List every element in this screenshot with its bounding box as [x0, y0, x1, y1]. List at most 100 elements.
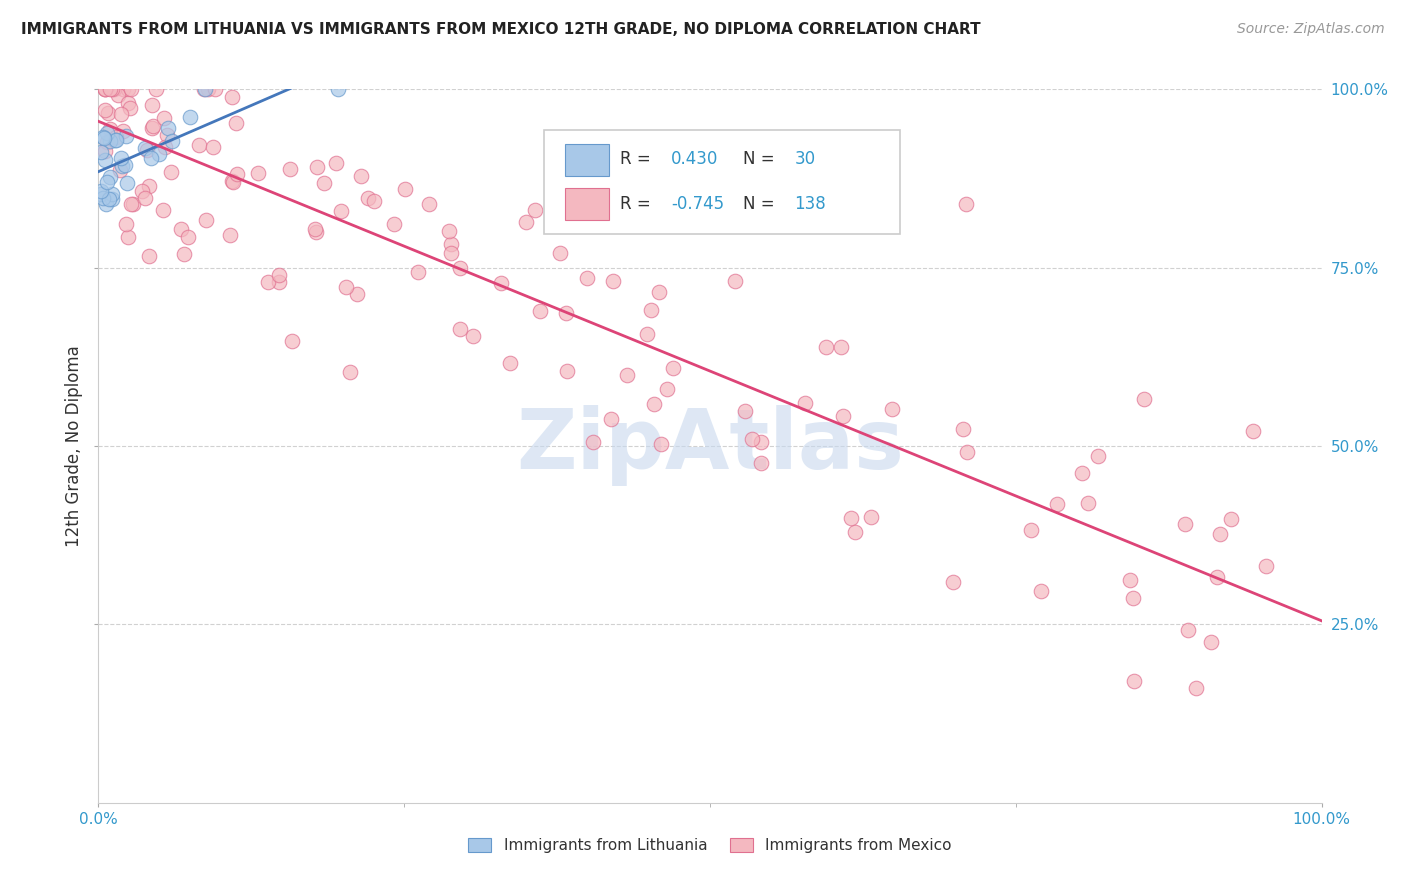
Point — [280, 334, 302, 348]
Point — [1029, 584, 1052, 599]
Point — [1122, 673, 1144, 688]
Point — [139, 151, 162, 165]
Point — [101, 192, 124, 206]
Point — [98, 121, 121, 136]
Point — [112, 82, 135, 96]
Text: Source: ZipAtlas.com: Source: ZipAtlas.com — [1237, 22, 1385, 37]
Point — [187, 137, 209, 152]
Point — [1046, 497, 1069, 511]
Point — [440, 246, 463, 260]
Point — [1241, 424, 1264, 438]
Point — [449, 261, 471, 276]
Point — [269, 275, 291, 289]
Point — [741, 432, 763, 446]
Point — [160, 134, 183, 148]
Point — [335, 280, 357, 294]
Point — [529, 303, 551, 318]
Point — [93, 82, 115, 96]
Point — [650, 436, 672, 450]
Point — [461, 329, 484, 343]
Point — [141, 121, 163, 136]
Point — [1122, 591, 1144, 606]
Point — [723, 274, 745, 288]
Point — [145, 82, 167, 96]
Point — [830, 340, 852, 354]
Point — [195, 212, 218, 227]
Point — [138, 178, 160, 193]
Point — [197, 82, 219, 96]
Point — [93, 130, 115, 145]
Point — [120, 102, 142, 116]
Point — [104, 133, 127, 147]
Point — [1087, 449, 1109, 463]
Point — [267, 268, 290, 282]
Point — [159, 165, 181, 179]
Point — [325, 156, 347, 170]
Point — [194, 82, 217, 96]
Point — [91, 191, 114, 205]
Point — [304, 226, 326, 240]
Point — [98, 134, 121, 148]
Point — [155, 140, 177, 154]
Point — [114, 158, 136, 172]
Point — [655, 382, 678, 396]
Point — [120, 197, 142, 211]
Point — [173, 247, 195, 261]
Point — [100, 186, 122, 201]
Point — [1077, 496, 1099, 510]
Point — [202, 140, 225, 154]
Point — [117, 82, 139, 96]
Point — [1220, 512, 1243, 526]
Point — [555, 305, 578, 319]
Point — [942, 574, 965, 589]
Point — [1177, 623, 1199, 637]
Point — [1174, 516, 1197, 531]
Point — [582, 434, 605, 449]
Point — [193, 82, 215, 96]
Point — [576, 271, 599, 285]
Point — [304, 222, 326, 236]
Point — [437, 224, 460, 238]
Point — [101, 82, 124, 96]
Point — [602, 274, 624, 288]
Point — [350, 169, 373, 183]
Point — [225, 116, 247, 130]
Point — [839, 510, 862, 524]
Point — [112, 124, 135, 138]
Point — [94, 196, 117, 211]
Point — [103, 82, 125, 96]
Point — [662, 360, 685, 375]
Point — [1209, 527, 1232, 541]
Point — [115, 217, 138, 231]
Point — [90, 184, 112, 198]
Point — [278, 161, 301, 176]
Point — [148, 146, 170, 161]
Point — [111, 159, 134, 173]
Point — [640, 302, 662, 317]
Point — [844, 524, 866, 539]
Point — [1132, 392, 1154, 406]
Point — [93, 103, 115, 117]
Point — [1201, 635, 1223, 649]
Point — [794, 395, 817, 409]
Point — [734, 404, 756, 418]
Point — [326, 82, 349, 96]
Point — [1071, 466, 1094, 480]
Point — [831, 409, 853, 423]
Point — [515, 214, 537, 228]
Point — [956, 445, 979, 459]
Point — [339, 365, 361, 379]
Point — [120, 82, 142, 96]
Point — [449, 322, 471, 336]
Point — [246, 166, 269, 180]
Point — [98, 192, 121, 206]
Point — [90, 187, 112, 202]
Point — [363, 194, 385, 208]
Point — [204, 82, 226, 96]
Point — [98, 82, 121, 96]
Point — [91, 130, 114, 145]
Point — [418, 196, 440, 211]
Y-axis label: 12th Grade, No Diploma: 12th Grade, No Diploma — [65, 345, 83, 547]
Point — [749, 434, 772, 449]
Point — [96, 175, 118, 189]
